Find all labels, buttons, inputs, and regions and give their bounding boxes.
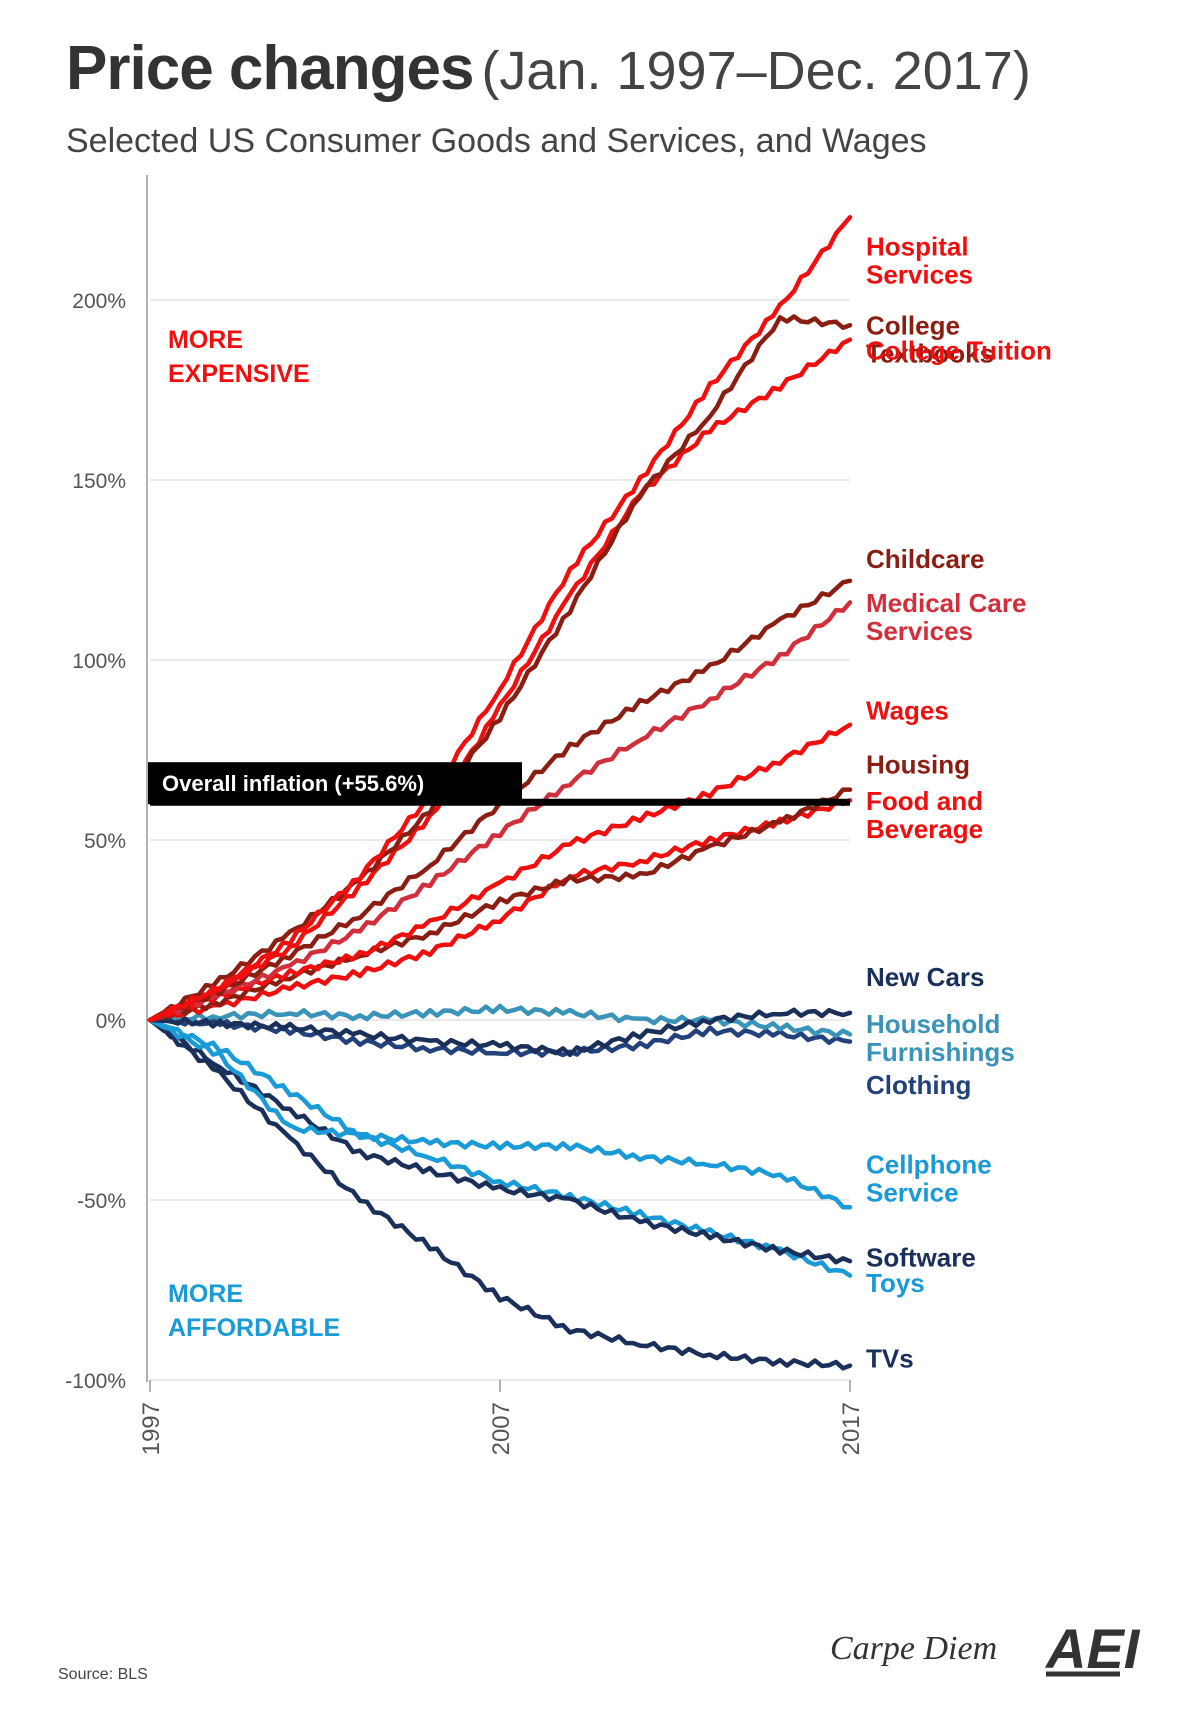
annotation-more-affordable: MORE AFFORDABLE	[168, 1280, 340, 1342]
series-line-medical-care-services	[147, 600, 853, 1023]
y-tick-label: 100%	[72, 650, 126, 673]
x-tick-label: 1997	[138, 1402, 165, 1455]
chart-title: Price changes (Jan. 1997–Dec. 2017)	[66, 38, 1186, 100]
series-line-tvs	[147, 1017, 853, 1371]
y-tick-label: 200%	[72, 290, 126, 313]
inflation-label-box	[148, 762, 522, 805]
series-line-food-and-beverage	[147, 798, 853, 1023]
brand-name: Carpe Diem	[830, 1630, 998, 1667]
inflation-label: Overall inflation (+55.6%)	[162, 771, 424, 796]
series-line-toys	[147, 1017, 853, 1278]
series-label-food-and-beverage: Food and Beverage	[866, 786, 983, 844]
series-label-medical-care-services: Medical Care Services	[866, 588, 1026, 646]
series-line-cellphone-service	[147, 1017, 853, 1210]
axes: 200% 150% 100% 50% 0% -50% -100% 1997 2007 2017	[65, 175, 865, 1455]
series-line-hospital-services	[147, 214, 853, 1023]
y-tick-label: -50%	[77, 1190, 126, 1213]
x-tick-label: 2017	[838, 1402, 865, 1455]
series-line-new-cars	[147, 1007, 853, 1058]
series-label-clothing: Clothing	[866, 1070, 971, 1100]
series-label-software: Software	[866, 1243, 976, 1273]
series-line-software	[147, 1017, 853, 1265]
series-label-cellphone-service: Cellphone Service	[866, 1149, 992, 1207]
logo-text: AEI	[1044, 1617, 1141, 1680]
aei-logo: AEI	[1044, 1617, 1141, 1680]
y-tick-label: 150%	[72, 470, 126, 493]
series-line-housing	[147, 787, 853, 1023]
gridlines	[150, 299, 850, 1381]
series-label-household-furnishings: Household Furnishings	[866, 1009, 1015, 1067]
series-label-college-textbooks: College Textbooks	[866, 311, 994, 369]
series-label-housing: Housing	[866, 749, 970, 779]
series-labels: Hospital Services College TextbooksCollege …	[866, 231, 1052, 1373]
series-label-childcare: Childcare	[866, 544, 985, 574]
series-label-college-tuition: College Tuition	[866, 335, 1052, 365]
series-label-new-cars: New Cars	[866, 962, 985, 992]
series-line-college-textbooks	[147, 314, 853, 1023]
series-label-toys: Toys	[866, 1268, 925, 1298]
inflation-reference: Overall inflation (+55.6%)	[148, 762, 850, 806]
y-tick-label: 50%	[84, 830, 126, 853]
series-line-college-tuition	[147, 337, 853, 1023]
series-label-hospital-services: Hospital Services	[866, 231, 973, 289]
chart-title-main: Price changes	[66, 34, 474, 103]
chart-subtitle: Selected US Consumer Goods and Services,…	[66, 122, 927, 160]
x-tick-label: 2007	[488, 1402, 515, 1455]
y-tick-label: -100%	[65, 1370, 126, 1393]
series-label-tvs: TVs	[866, 1343, 914, 1373]
chart-title-range: (Jan. 1997–Dec. 2017)	[481, 41, 1031, 101]
y-tick-label: 0%	[96, 1010, 126, 1033]
series-line-wages	[147, 722, 853, 1023]
annotations: MORE EXPENSIVE MORE AFFORDABLE	[168, 326, 340, 1342]
annotation-more-expensive: MORE EXPENSIVE	[168, 326, 310, 388]
series-label-wages: Wages	[866, 695, 949, 725]
title-block: Price changes (Jan. 1997–Dec. 2017) Selec…	[66, 38, 1186, 161]
source-note: Source: BLS	[58, 1666, 148, 1683]
